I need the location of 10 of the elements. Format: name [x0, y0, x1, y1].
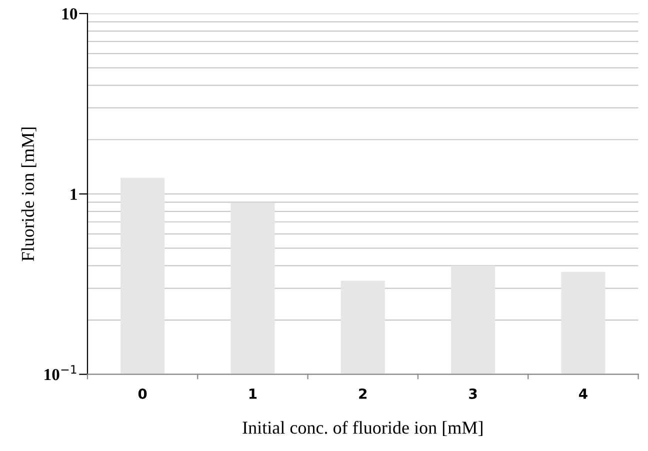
y-tick-label: 10$^{−1}$	[44, 365, 76, 380]
y-axis-title: Fluoride ion [mM]	[21, 128, 36, 262]
x-axis-title: Initial conc. of fluoride ion [mM]	[242, 420, 482, 436]
y-tick-label: 10	[62, 8, 78, 20]
x-tick-label: 4	[578, 388, 588, 399]
x-tick-label: 1	[249, 388, 257, 399]
x-tick-label: 3	[469, 388, 477, 399]
x-tick-label: 0	[138, 388, 147, 399]
y-tick-label: 1	[70, 188, 77, 200]
x-tick-label: 2	[359, 388, 367, 399]
